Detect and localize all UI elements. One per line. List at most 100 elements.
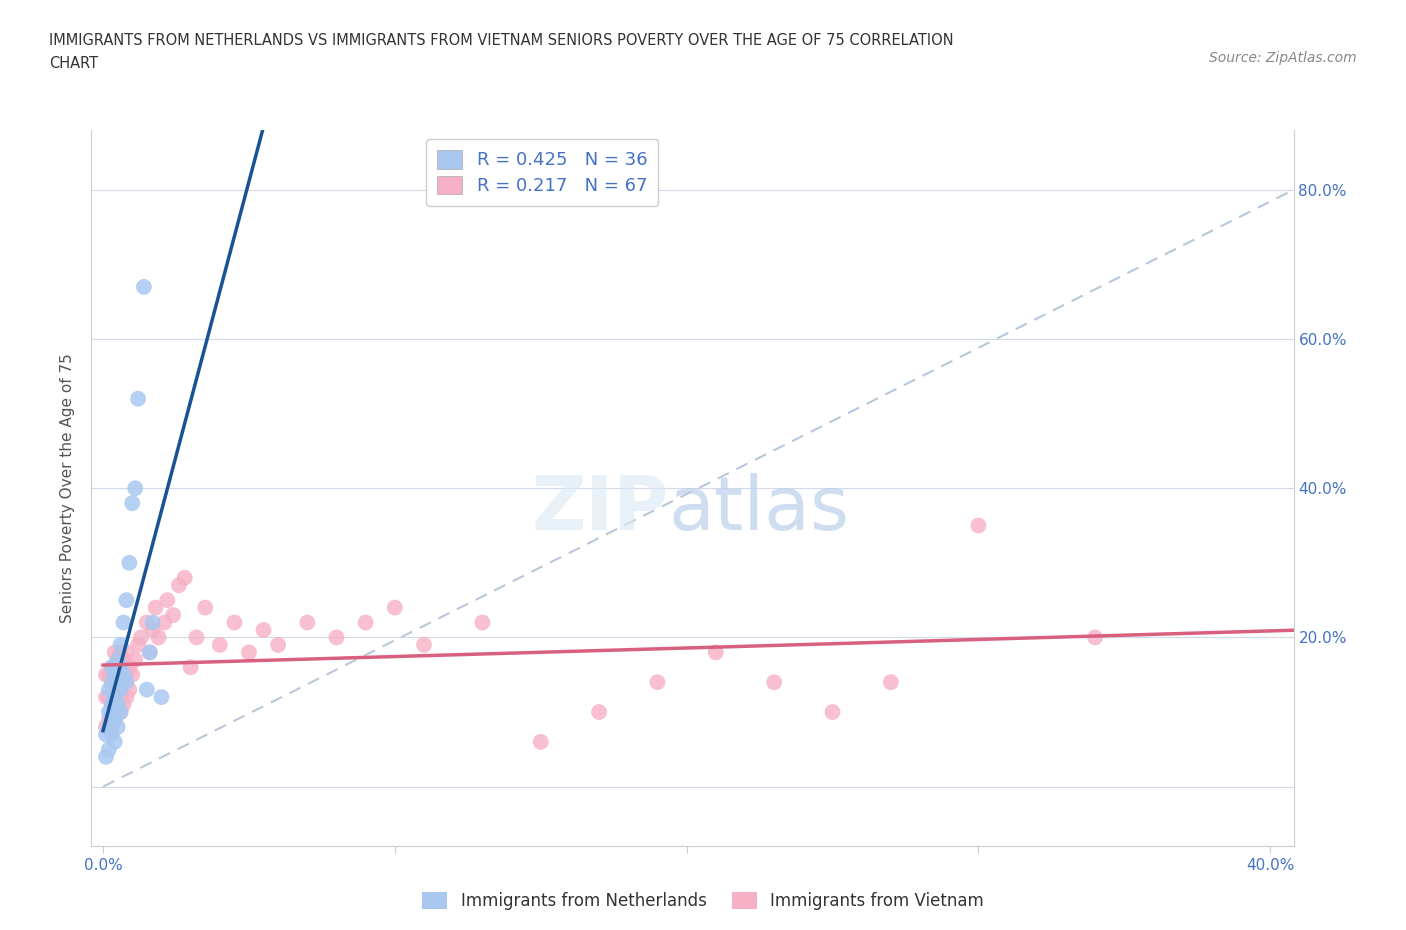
Point	[110, 644, 132, 659]
Point	[763, 675, 786, 690]
Point	[97, 690, 120, 705]
Point	[194, 600, 217, 615]
Point	[104, 735, 127, 750]
Point	[118, 555, 141, 570]
Point	[101, 712, 124, 727]
Point	[94, 727, 117, 742]
Point	[880, 675, 903, 690]
Point	[101, 675, 124, 690]
Point	[132, 279, 155, 294]
Point	[97, 668, 120, 683]
Point	[139, 644, 162, 659]
Point	[115, 690, 138, 705]
Point	[153, 615, 176, 630]
Point	[94, 668, 117, 683]
Point	[173, 570, 195, 585]
Point	[180, 660, 202, 675]
Legend: R = 0.425   N = 36, R = 0.217   N = 67: R = 0.425 N = 36, R = 0.217 N = 67	[426, 140, 658, 206]
Point	[101, 660, 124, 675]
Point	[94, 750, 117, 764]
Point	[112, 698, 135, 712]
Point	[118, 660, 141, 675]
Point	[208, 637, 231, 652]
Text: Source: ZipAtlas.com: Source: ZipAtlas.com	[1209, 51, 1357, 65]
Point	[110, 683, 132, 698]
Point	[110, 637, 132, 652]
Point	[238, 644, 260, 659]
Point	[142, 622, 165, 637]
Point	[121, 668, 143, 683]
Point	[112, 668, 135, 683]
Point	[121, 496, 143, 511]
Point	[110, 660, 132, 675]
Text: atlas: atlas	[668, 473, 849, 546]
Point	[101, 698, 124, 712]
Point	[135, 615, 157, 630]
Point	[97, 742, 120, 757]
Point	[148, 630, 170, 644]
Point	[325, 630, 347, 644]
Point	[162, 607, 184, 622]
Point	[150, 690, 173, 705]
Point	[101, 698, 124, 712]
Point	[135, 683, 157, 698]
Point	[104, 668, 127, 683]
Point	[124, 652, 146, 667]
Point	[104, 668, 127, 683]
Point	[107, 668, 129, 683]
Point	[115, 668, 138, 683]
Point	[384, 600, 406, 615]
Point	[94, 720, 117, 735]
Point	[139, 644, 162, 659]
Point	[112, 652, 135, 667]
Point	[107, 652, 129, 667]
Text: CHART: CHART	[49, 56, 98, 71]
Point	[107, 698, 129, 712]
Point	[107, 720, 129, 735]
Point	[104, 690, 127, 705]
Point	[97, 705, 120, 720]
Legend: Immigrants from Netherlands, Immigrants from Vietnam: Immigrants from Netherlands, Immigrants …	[416, 885, 990, 917]
Point	[104, 712, 127, 727]
Point	[118, 683, 141, 698]
Point	[101, 660, 124, 675]
Point	[127, 392, 149, 406]
Point	[101, 675, 124, 690]
Point	[110, 668, 132, 683]
Point	[107, 675, 129, 690]
Y-axis label: Seniors Poverty Over the Age of 75: Seniors Poverty Over the Age of 75	[60, 353, 76, 623]
Point	[104, 644, 127, 659]
Point	[97, 712, 120, 727]
Point	[107, 683, 129, 698]
Point	[101, 727, 124, 742]
Point	[104, 690, 127, 705]
Point	[1084, 630, 1107, 644]
Point	[110, 705, 132, 720]
Point	[110, 683, 132, 698]
Point	[821, 705, 844, 720]
Point	[354, 615, 377, 630]
Point	[107, 652, 129, 667]
Point	[110, 705, 132, 720]
Point	[142, 615, 165, 630]
Point	[647, 675, 669, 690]
Point	[112, 615, 135, 630]
Point	[97, 720, 120, 735]
Point	[129, 630, 152, 644]
Point	[124, 481, 146, 496]
Point	[115, 675, 138, 690]
Point	[967, 518, 990, 533]
Point	[112, 675, 135, 690]
Text: ZIP: ZIP	[531, 473, 668, 546]
Point	[297, 615, 319, 630]
Point	[115, 592, 138, 607]
Point	[156, 592, 179, 607]
Point	[107, 705, 129, 720]
Point	[224, 615, 246, 630]
Point	[97, 683, 120, 698]
Point	[115, 644, 138, 659]
Text: IMMIGRANTS FROM NETHERLANDS VS IMMIGRANTS FROM VIETNAM SENIORS POVERTY OVER THE : IMMIGRANTS FROM NETHERLANDS VS IMMIGRANT…	[49, 33, 953, 47]
Point	[704, 644, 727, 659]
Point	[588, 705, 610, 720]
Point	[530, 735, 553, 750]
